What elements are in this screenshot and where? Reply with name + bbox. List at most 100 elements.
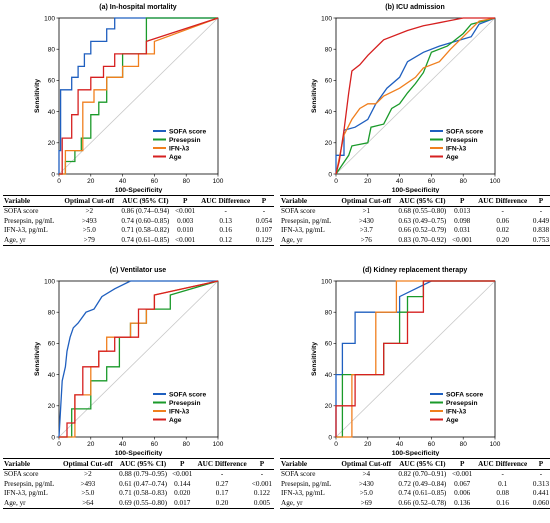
table-cell: 0.003	[177, 216, 194, 225]
series-line	[335, 17, 495, 175]
table-cell: >3.7	[359, 226, 373, 234]
reference-line	[335, 280, 496, 438]
legend-label: Age	[446, 154, 459, 161]
table-cell: 0.441	[532, 489, 550, 497]
table-cell: 0.66 (0.52–0.79)	[398, 226, 447, 234]
chart-title: (a) In-hospital mortality	[99, 4, 177, 11]
series-line	[59, 280, 219, 438]
x-tick-label: 0	[57, 441, 61, 448]
table-cell: 0.12	[197, 235, 254, 246]
table-cell: 0.71 (0.58–0.82)	[121, 226, 170, 234]
table-row: IFN-λ3, pg/mL >3.7 0.66 (0.52–0.79) 0.031 0.…	[280, 226, 550, 236]
table-header: P	[249, 458, 274, 470]
table-cell: >493	[81, 216, 97, 225]
y-tick-label: 40	[48, 109, 56, 116]
legend-label: IFN-λ3	[446, 407, 466, 415]
table-header: AUC (95% CI)	[394, 458, 450, 470]
x-tick-label: 60	[428, 441, 436, 448]
x-tick-label: 80	[183, 441, 191, 448]
table-header: P	[530, 458, 550, 470]
y-tick-label: 0	[328, 434, 332, 441]
x-tick-label: 40	[396, 441, 404, 448]
x-tick-label: 20	[87, 178, 95, 185]
table-row: SOFA score >4 0.82 (0.70–0.91) <0.001 - -	[280, 470, 550, 480]
legend-label: Age	[169, 417, 182, 424]
legend-label: IFN-λ3	[446, 144, 466, 152]
table-row: Presepsin, pg/mL >430 0.63 (0.49–0.75) 0.09…	[280, 217, 550, 227]
table-header: Variable	[280, 195, 338, 207]
table-cell: 0.02	[496, 226, 509, 234]
table-cell: SOFA score	[4, 207, 39, 215]
table-row: Age, yr >79 0.74 (0.61–0.85) <0.001 0.12 0.12…	[3, 235, 274, 246]
x-tick-label: 100	[213, 441, 224, 448]
roc-chart: (c) Ventilator use 0 0 20 20 40 40 60 60 80 80 100 1…	[3, 263, 274, 456]
y-tick-label: 80	[48, 47, 56, 54]
legend-label: SOFA score	[169, 391, 206, 398]
table-cell: 0.16	[474, 498, 531, 509]
x-tick-label: 40	[119, 178, 127, 185]
table-cell: >2	[85, 207, 94, 215]
table-cell: 0.20	[474, 235, 531, 246]
x-tick-label: 100	[490, 178, 501, 185]
table-cell: 0.753	[530, 235, 550, 246]
table-cell: 0.449	[532, 216, 550, 225]
table-cell: 0.010	[177, 226, 194, 234]
x-tick-label: 80	[183, 178, 191, 185]
table-cell: <0.001	[172, 235, 198, 246]
table-cell: <0.001	[172, 470, 193, 478]
table-header: Optimal Cut-off	[59, 458, 116, 470]
chart-title: (b) ICU admission	[385, 4, 445, 11]
table-cell: >430	[358, 216, 374, 225]
table-row: SOFA score >2 0.86 (0.74–0.94) <0.001 - -	[3, 207, 274, 217]
legend-label: Presepsin	[446, 400, 478, 407]
reference-line	[58, 17, 219, 175]
table-cell: 0.313	[532, 479, 550, 488]
table-cell: >5.0	[81, 489, 95, 497]
table-cell: 0.16	[219, 226, 232, 234]
table-cell: -	[501, 207, 504, 215]
series-line	[59, 17, 219, 175]
table-cell: -	[224, 207, 227, 215]
y-tick-label: 40	[325, 372, 333, 379]
table-cell: Age, yr	[280, 235, 338, 246]
table-cell: 0.017	[170, 498, 195, 509]
table-cell: 0.88 (0.79–0.95)	[119, 470, 167, 478]
table-cell: 0.61 (0.47–0.74)	[119, 479, 167, 488]
legend-label: Age	[169, 154, 182, 161]
series-line	[335, 17, 496, 174]
table-header: AUC Difference	[194, 458, 250, 470]
table-header: P	[530, 195, 550, 207]
table-cell: 0.098	[454, 216, 471, 225]
y-axis-label: Sensitivity	[311, 342, 318, 376]
table-header: AUC (95% CI)	[394, 195, 450, 207]
y-tick-label: 20	[325, 403, 333, 410]
table-cell: Age, yr	[3, 235, 61, 246]
table-cell: IFN-λ3, pg/mL	[281, 226, 325, 234]
y-tick-label: 60	[325, 341, 333, 348]
legend-label: SOFA score	[169, 128, 206, 135]
table-cell: >5.0	[82, 226, 96, 234]
x-axis-label: 100-Specificity	[115, 187, 163, 193]
table-cell: IFN-λ3, pg/mL	[4, 226, 48, 234]
x-axis-label: 100-Specificity	[392, 187, 440, 193]
y-tick-label: 20	[325, 140, 333, 147]
table-header: AUC Difference	[474, 195, 531, 207]
table-cell: 0.68 (0.55–0.80)	[398, 207, 447, 215]
table-row: IFN-λ3, pg/mL >5.0 0.71 (0.58–0.83) 0.020 0.…	[3, 489, 274, 499]
table-header: P	[449, 458, 475, 470]
roc-chart: (b) ICU admission 0 0 20 20 40 40 60 60 80 80 100 10…	[280, 0, 550, 193]
x-tick-label: 0	[334, 178, 338, 185]
table-header: P	[172, 195, 198, 207]
reference-line	[335, 17, 496, 175]
table-header: P	[449, 195, 475, 207]
table-cell: 0.136	[449, 498, 475, 509]
table-cell: >493	[80, 479, 96, 488]
legend-label: IFN-λ3	[169, 144, 189, 152]
table-header: Optimal Cut-off	[337, 458, 395, 470]
table-cell: 0.74 (0.61–0.85)	[117, 235, 173, 246]
table-cell: 0.66 (0.52–0.78)	[394, 498, 450, 509]
x-axis-label: 100-Specificity	[392, 450, 440, 456]
table-header: AUC (95% CI)	[117, 195, 173, 207]
auc-table: Variable Optimal Cut-off AUC (95% CI) P AUC …	[3, 458, 274, 509]
table-cell: 0.17	[215, 489, 229, 497]
